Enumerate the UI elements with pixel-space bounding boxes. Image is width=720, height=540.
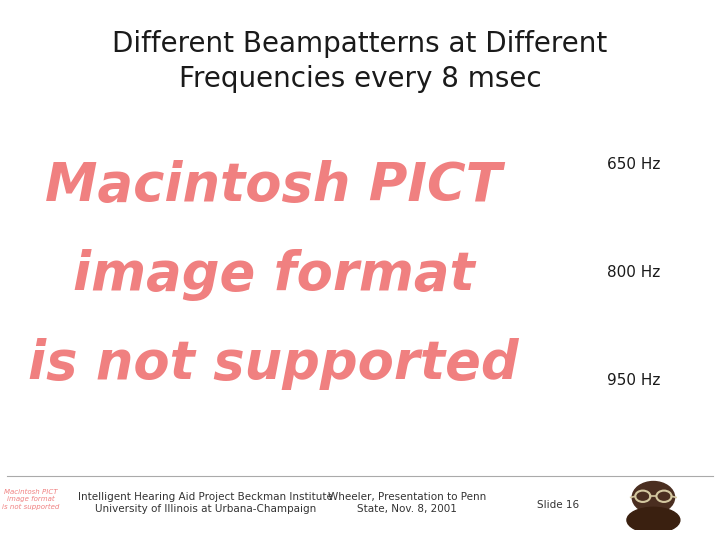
Text: 950 Hz: 950 Hz: [607, 373, 660, 388]
Text: Macintosh PICT
image format
is not supported: Macintosh PICT image format is not suppo…: [2, 489, 60, 510]
Text: Intelligent Hearing Aid Project Beckman Institute
University of Illinois at Urba: Intelligent Hearing Aid Project Beckman …: [78, 492, 333, 515]
Text: Wheeler, Presentation to Penn
State, Nov. 8, 2001: Wheeler, Presentation to Penn State, Nov…: [328, 492, 486, 515]
Circle shape: [632, 482, 675, 513]
Text: 800 Hz: 800 Hz: [607, 265, 660, 280]
Text: 650 Hz: 650 Hz: [607, 157, 660, 172]
Text: image format: image format: [73, 249, 474, 301]
Ellipse shape: [627, 507, 680, 533]
Text: Macintosh PICT: Macintosh PICT: [45, 160, 502, 212]
Text: Different Beampatterns at Different
Frequencies every 8 msec: Different Beampatterns at Different Freq…: [112, 30, 608, 93]
Text: Slide 16: Slide 16: [537, 500, 579, 510]
Text: is not supported: is not supported: [28, 339, 519, 390]
